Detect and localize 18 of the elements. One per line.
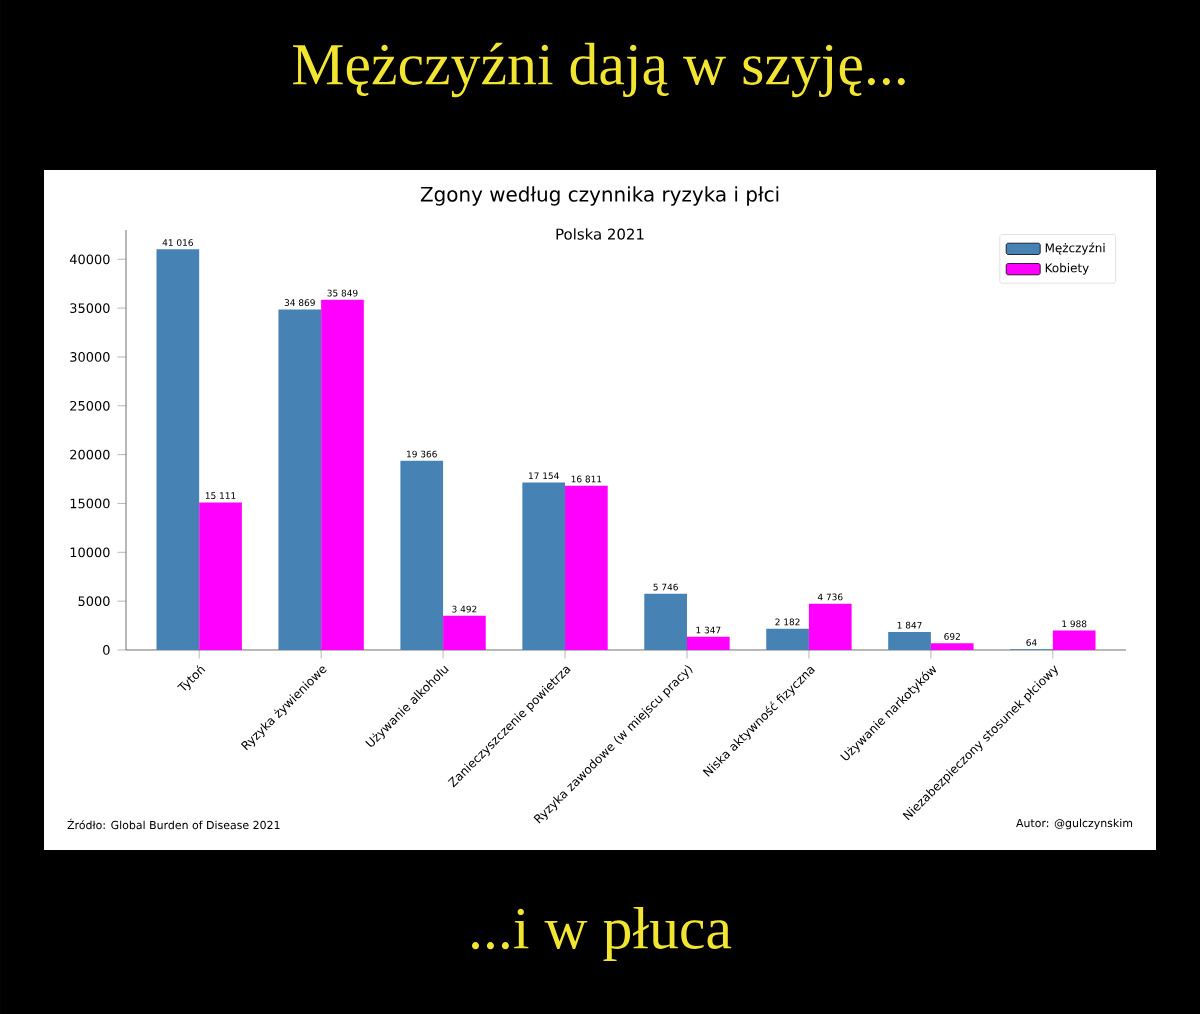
bar (321, 299, 364, 650)
text: Mężczyźni dają w szyję... (293, 42, 905, 98)
bar (766, 628, 809, 650)
bar (400, 460, 444, 650)
bar (888, 631, 931, 650)
bar (443, 615, 486, 650)
bar (565, 485, 608, 650)
bar (808, 603, 852, 650)
bar (644, 593, 687, 650)
bar (686, 636, 730, 650)
bar (930, 643, 974, 650)
bar (199, 502, 242, 650)
chart-title: Zgony według czynnika ryzyka i płci (420, 186, 779, 206)
bar (156, 249, 200, 650)
bar (278, 309, 322, 650)
bar (522, 482, 566, 650)
text: ...i w płuca (471, 906, 732, 962)
bar (1052, 630, 1096, 650)
